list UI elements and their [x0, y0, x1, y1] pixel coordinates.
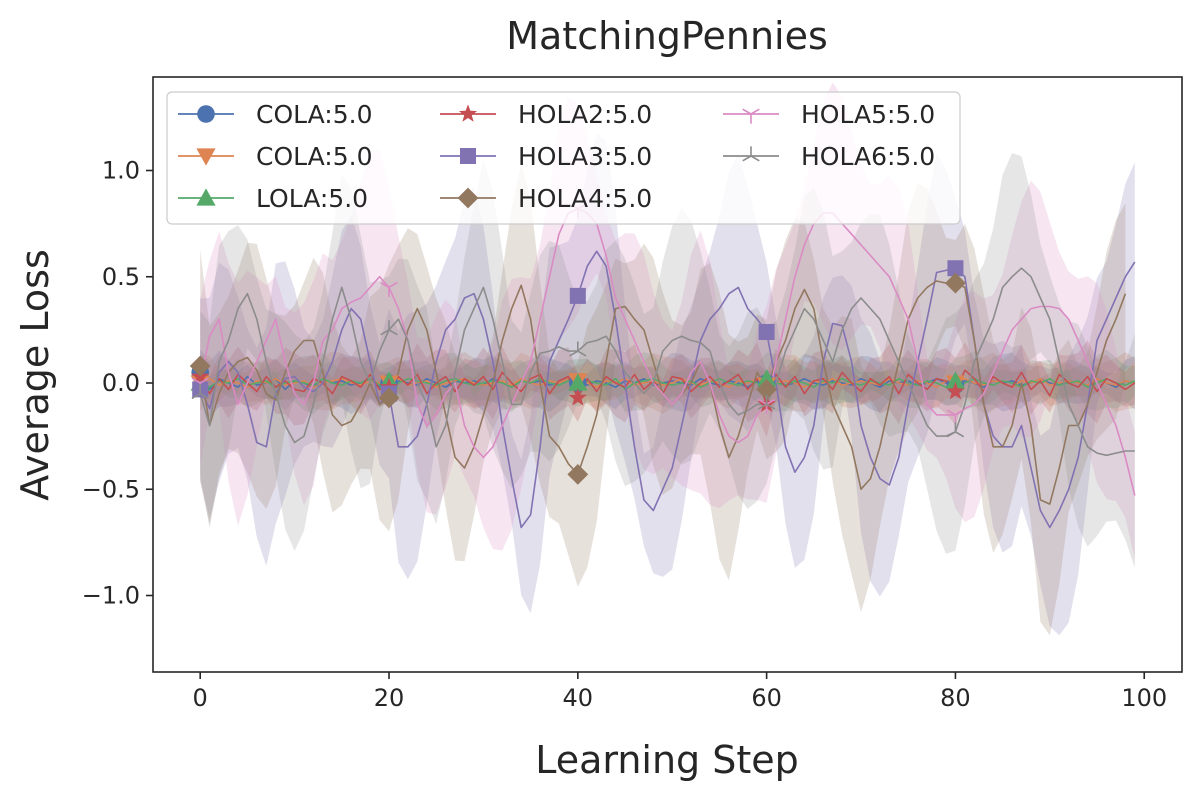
data-marker [380, 281, 398, 298]
data-marker [378, 387, 400, 409]
y-tick-label: −0.5 [82, 475, 140, 503]
y-tick-label: 0.5 [102, 263, 140, 291]
legend-label: LOLA:5.0 [256, 184, 368, 213]
legend-marker [196, 148, 216, 166]
data-marker [191, 383, 209, 400]
x-tick-label: 20 [374, 684, 405, 712]
data-marker [945, 371, 966, 389]
legend: COLA:5.0 COLA:5.0 LOLA:5.0 HOLA2:5.0 HOLA3:5… [166, 91, 961, 225]
legend-marker [460, 148, 476, 164]
data-marker [757, 398, 776, 414]
legend-label: HOLA4:5.0 [518, 184, 652, 213]
legend-marker [457, 187, 479, 209]
legend-label: HOLA6:5.0 [801, 142, 935, 171]
data-marker [945, 272, 966, 294]
data-marker [567, 463, 589, 485]
data-marker [568, 388, 587, 406]
axis-ticks: 0 20 40 60 80 100 −1.0 −0.5 0.0 0.5 1.0 [82, 157, 1167, 713]
legend-marker [742, 108, 760, 124]
x-tick-label: 60 [751, 684, 782, 712]
data-marker [569, 341, 587, 357]
x-tick-label: 80 [940, 684, 971, 712]
y-tick-label: −1.0 [82, 582, 140, 610]
series-line [199, 267, 1135, 457]
data-marker [757, 394, 776, 410]
x-tick-label: 40 [563, 684, 594, 712]
data-marker [946, 422, 965, 438]
x-axis-label: Learning Step [535, 738, 799, 782]
legend-label: COLA:5.0 [256, 100, 372, 129]
x-tick-label: 100 [1121, 684, 1167, 712]
y-tick-label: 0.0 [102, 369, 140, 397]
data-marker [947, 260, 964, 277]
y-tick-label: 1.0 [102, 157, 140, 185]
legend-box [166, 91, 961, 225]
data-marker [757, 369, 777, 387]
data-marker [946, 381, 965, 400]
x-tick-label: 0 [193, 684, 208, 712]
legend-label: HOLA3:5.0 [518, 142, 652, 171]
legend-label: HOLA2:5.0 [518, 100, 652, 129]
legend-marker [458, 104, 478, 122]
legend-marker [197, 105, 215, 123]
series-markers [189, 203, 966, 485]
confidence-band [200, 351, 1135, 415]
legend-marker [742, 146, 760, 162]
series-lines [199, 207, 1136, 529]
series-line [199, 369, 1136, 406]
plot-frame [152, 76, 1183, 673]
legend-label: HOLA5:5.0 [801, 100, 935, 129]
confidence-band [200, 153, 1135, 569]
series-line [199, 207, 1136, 496]
confidence-band [200, 163, 1126, 636]
chart-title: MatchingPennies [506, 14, 828, 58]
data-marker [380, 320, 398, 336]
y-axis-label: Average Loss [13, 249, 57, 500]
data-marker [569, 287, 586, 304]
legend-label: COLA:5.0 [256, 142, 372, 171]
legend-marker [196, 188, 216, 206]
data-marker [756, 378, 778, 400]
data-marker [189, 355, 211, 377]
data-marker [758, 324, 775, 340]
data-marker [568, 373, 588, 391]
